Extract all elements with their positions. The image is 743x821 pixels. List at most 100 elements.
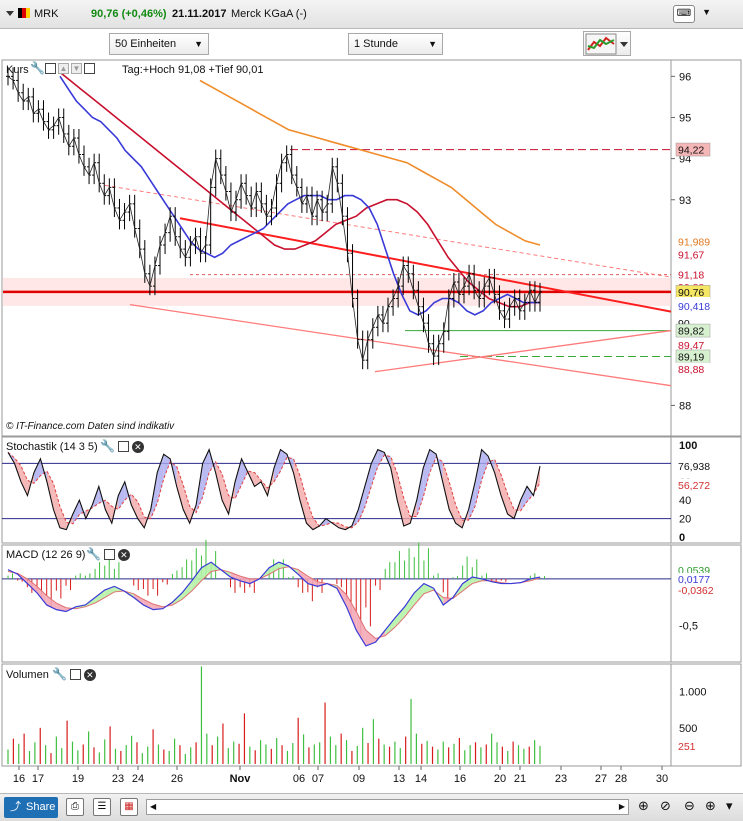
- bottom-toolbar: ⤴ Share ⎙ ☰ ▦ ◀ ▶ ⊕ ⊘ ⊖ ⊕ ▾: [0, 793, 743, 821]
- price-panel: 969594938894,2291,98991,6791,1890,8890,7…: [3, 67, 710, 412]
- indicator-icon[interactable]: ▦: [120, 798, 138, 816]
- wrench-icon[interactable]: 🔧: [86, 547, 101, 561]
- stoch-axis-tick: 100: [679, 440, 697, 452]
- price-axis-tick: 88: [679, 400, 691, 412]
- stoch-fill: [59, 506, 67, 530]
- price-label: 94,22: [678, 145, 704, 157]
- stoch-fill: [183, 484, 190, 524]
- wrench-icon[interactable]: 🔧: [52, 667, 67, 681]
- x-axis-tick: 28: [615, 773, 627, 785]
- volume-axis-tick: 500: [679, 723, 697, 735]
- stoch-axis-tick: 0: [679, 532, 685, 544]
- macd-fill: [95, 590, 105, 604]
- volume-axis-tick: 1.000: [679, 687, 707, 699]
- x-axis-tick: 13: [393, 773, 405, 785]
- macd-fill: [346, 594, 357, 631]
- stoch-fill: [501, 474, 508, 514]
- chart-scrollbar[interactable]: ◀ ▶: [146, 799, 629, 815]
- stoch-fill: [280, 449, 287, 472]
- macd-fill: [27, 578, 38, 593]
- price-label-box: [676, 234, 710, 248]
- window-icon[interactable]: [69, 669, 81, 680]
- stoch-d-label-box: [676, 478, 714, 492]
- chevron-down-icon[interactable]: [4, 7, 16, 22]
- rising-support-line: [374, 329, 672, 373]
- stoch-fill: [235, 458, 242, 499]
- window-icon[interactable]: [103, 549, 115, 560]
- stoch-fill: [306, 498, 313, 530]
- close-icon[interactable]: ✕: [83, 669, 96, 681]
- scroll-left-icon[interactable]: ◀: [150, 802, 157, 811]
- maximize-icon[interactable]: [84, 63, 95, 74]
- macd-fill: [133, 593, 144, 605]
- interval-select[interactable]: 1 Stunde ▼: [348, 33, 443, 55]
- stoch-fill: [377, 449, 385, 467]
- chart-type-button[interactable]: [583, 31, 631, 56]
- chevron-down-icon[interactable]: ▼: [702, 7, 711, 17]
- zoom-range-icon[interactable]: ⊘: [660, 798, 671, 813]
- macd-fill: [385, 617, 395, 636]
- stoch-k-line: [7, 448, 541, 531]
- macd-fill: [153, 604, 163, 610]
- share-button[interactable]: ⤴ Share: [4, 797, 58, 818]
- window-icon[interactable]: [45, 63, 56, 74]
- arrow-up-icon[interactable]: ▲: [58, 63, 69, 74]
- arrow-down-icon[interactable]: ▼: [71, 63, 82, 74]
- volume-label-box: [676, 739, 700, 753]
- chevron-down-icon: ▼: [194, 39, 203, 49]
- stoch-fill: [137, 501, 145, 528]
- zoom-out-icon[interactable]: ⊖: [684, 798, 695, 813]
- zoom-in-icon[interactable]: ⊕: [705, 798, 716, 813]
- share-button-label: Share: [26, 801, 56, 813]
- stoch-fill: [163, 454, 171, 479]
- print-icon[interactable]: ⎙: [66, 798, 84, 816]
- macd-fill: [356, 611, 366, 646]
- x-axis-tick: 20: [494, 773, 506, 785]
- macd-fill: [298, 569, 308, 584]
- stochastic-panel-tools: 🔧 ✕: [100, 439, 144, 453]
- price-axis-tick: 95: [679, 112, 691, 124]
- more-icon[interactable]: ▾: [726, 798, 733, 813]
- price-label-box: [676, 247, 710, 261]
- wrench-icon[interactable]: 🔧: [100, 439, 115, 453]
- stoch-fill: [345, 525, 352, 530]
- volume-panel-title: Volumen: [6, 669, 49, 681]
- wrench-icon[interactable]: 🔧: [30, 61, 45, 75]
- price-label: 89,47: [678, 340, 704, 352]
- x-axis-tick: 21: [514, 773, 526, 785]
- zoom-fit-icon[interactable]: ⊕: [638, 798, 649, 813]
- price-panel-info: Tag:+Hoch 91,08 +Tief 90,01: [122, 64, 264, 76]
- macd-fill: [423, 583, 434, 594]
- price-label-box: [676, 362, 710, 376]
- macd-value-label: -0,0362: [678, 585, 714, 597]
- price-label: 88,88: [678, 364, 704, 376]
- macd-fill: [143, 599, 154, 610]
- keyboard-icon[interactable]: ⌨: [673, 5, 695, 23]
- stoch-fill: [53, 483, 60, 528]
- stoch-fill: [507, 494, 515, 519]
- stoch-fill: [468, 481, 476, 521]
- company-name: Merck KGaA (-): [231, 8, 307, 20]
- window-icon[interactable]: [117, 441, 129, 452]
- price-panel-tools: 🔧 ▲ ▼: [30, 62, 95, 76]
- close-icon[interactable]: ✕: [117, 549, 130, 561]
- x-axis-tick: 09: [353, 773, 365, 785]
- list-icon[interactable]: ☰: [93, 798, 111, 816]
- macd-label-box: [676, 583, 716, 596]
- macd-fill: [182, 580, 192, 600]
- scroll-right-icon[interactable]: ▶: [618, 802, 625, 811]
- macd-value-label: 0,0177: [678, 574, 710, 586]
- close-icon[interactable]: ✕: [131, 441, 144, 453]
- sma-slow-line: [199, 79, 541, 246]
- macd-fill: [394, 606, 405, 628]
- macd-panel-frame: [1, 544, 742, 663]
- stoch-k-label: 76,938: [678, 461, 710, 473]
- stoch-fill: [157, 454, 164, 504]
- stoch-fill: [40, 458, 47, 482]
- x-axis-tick: 24: [132, 773, 144, 785]
- macd-fill: [230, 572, 241, 581]
- units-select[interactable]: 50 Einheiten ▼: [109, 33, 209, 55]
- stoch-fill: [241, 458, 249, 485]
